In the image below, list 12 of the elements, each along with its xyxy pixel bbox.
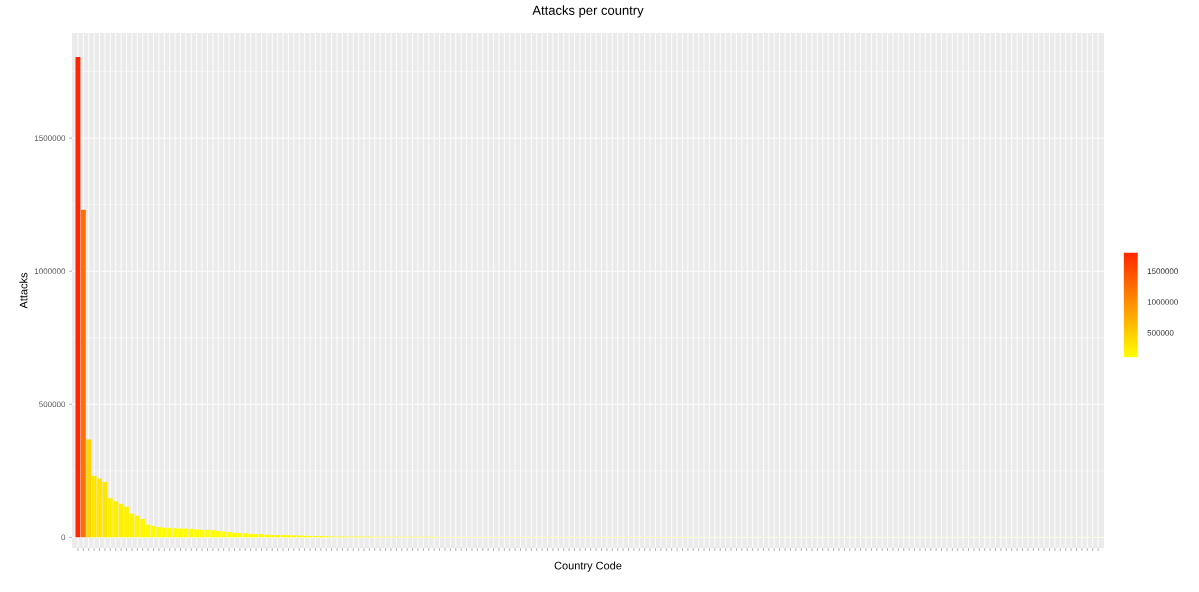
color-bar-label: 1500000 (1147, 268, 1178, 275)
color-bar-label: 1000000 (1147, 299, 1178, 305)
bar (80, 209, 86, 538)
chart-title: Attacks per country (532, 5, 644, 18)
y-tick-label: 0 (61, 534, 66, 541)
bar (86, 439, 92, 538)
y-axis-title: Attacks (19, 272, 28, 309)
x-axis-title: Country Code (554, 561, 622, 572)
y-tick-label: 500000 (39, 401, 66, 408)
y-tick-label: 1000000 (34, 268, 66, 275)
y-tick-label: 1500000 (34, 135, 66, 141)
color-bar-label: 500000 (1147, 329, 1174, 336)
